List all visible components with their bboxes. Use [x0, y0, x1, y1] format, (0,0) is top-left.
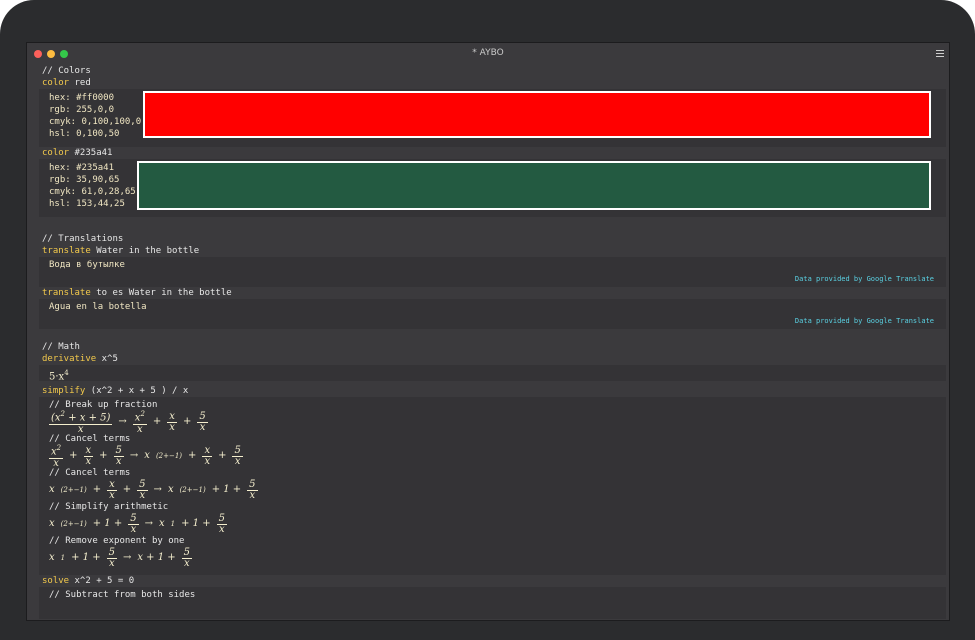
comment-translations: // Translations	[42, 234, 124, 244]
color-result-1: hex: #ff0000 rgb: 255,0,0 cmyk: 0,100,10…	[39, 89, 946, 147]
comment-math: // Math	[42, 342, 80, 352]
argument: x^5	[101, 354, 118, 364]
translation-text: Agua en la botella	[49, 302, 147, 312]
window-title: * AYBO	[472, 48, 504, 58]
color-command-1: color red	[42, 77, 949, 89]
color-swatch-green	[137, 161, 931, 210]
solve-command: solve x^2 + 5 = 0	[42, 575, 949, 587]
comment-colors: // Colors	[42, 66, 91, 76]
translate-credit[interactable]: Data provided by Google Translate	[794, 317, 934, 325]
hamburger-menu-icon[interactable]	[936, 50, 944, 57]
keyword: simplify	[42, 386, 86, 396]
keyword: color	[42, 148, 70, 158]
translate-credit[interactable]: Data provided by Google Translate	[794, 275, 934, 283]
argument: #235a41	[74, 148, 113, 158]
translate-command-2: translate to es Water in the bottle	[42, 287, 949, 299]
color-command-2: color #235a41	[42, 147, 949, 159]
translate-command-1: translate Water in the bottle	[42, 245, 949, 257]
keyword: derivative	[42, 354, 97, 364]
argument: (x^2 + x + 5 ) / x	[90, 386, 189, 396]
hsl-value: hsl: 0,100,50	[49, 129, 120, 139]
translate-result-2: Agua en la botella Data provided by Goog…	[39, 299, 946, 329]
close-button[interactable]	[34, 50, 42, 58]
rgb-value: rgb: 255,0,0	[49, 105, 115, 115]
keyword: solve	[42, 576, 70, 586]
keyword: color	[42, 78, 70, 88]
window-controls	[34, 50, 68, 58]
translate-result-1: Вода в бутылке Data provided by Google T…	[39, 257, 946, 287]
step-comment: // Cancel terms	[49, 434, 131, 444]
argument: red	[74, 78, 91, 88]
hsl-value: hsl: 153,44,25	[49, 199, 125, 209]
simplify-command: simplify (x^2 + x + 5 ) / x	[42, 385, 949, 397]
hex-value: hex: #235a41	[49, 163, 115, 173]
cmyk-value: cmyk: 61,0,28,65	[49, 187, 136, 197]
derivative-coefficient: 5·x	[49, 371, 65, 383]
argument: to es Water in the bottle	[96, 288, 232, 298]
minimize-button[interactable]	[47, 50, 55, 58]
step-comment: // Break up fraction	[49, 400, 158, 410]
color-result-2: hex: #235a41 rgb: 35,90,65 cmyk: 61,0,28…	[39, 159, 946, 217]
hex-value: hex: #ff0000	[49, 93, 115, 103]
editor-content[interactable]: // Colors color red hex: #ff0000 rgb: 25…	[27, 65, 949, 619]
argument: x^2 + 5 = 0	[74, 576, 135, 586]
solve-result: // Subtract from both sides	[39, 587, 946, 619]
argument: Water in the bottle	[96, 246, 200, 256]
title-bar: * AYBO	[27, 43, 949, 65]
rgb-value: rgb: 35,90,65	[49, 175, 120, 185]
step-comment: // Subtract from both sides	[49, 590, 196, 600]
derivative-command: derivative x^5	[42, 353, 949, 365]
app-window: * AYBO // Colors color red hex: #ff0000 …	[26, 42, 950, 621]
cmyk-value: cmyk: 0,100,100,0	[49, 117, 142, 127]
derivative-exponent: 4	[64, 369, 69, 377]
step-comment: // Cancel terms	[49, 468, 131, 478]
step-comment: // Remove exponent by one	[49, 536, 185, 546]
translation-text: Вода в бутылке	[49, 260, 125, 270]
color-swatch-red	[143, 91, 931, 138]
zoom-button[interactable]	[60, 50, 68, 58]
step-comment: // Simplify arithmetic	[49, 502, 169, 512]
simplify-result: // Break up fraction (x2 + x + 5) x → x2 x…	[39, 397, 946, 575]
keyword: translate	[42, 288, 91, 298]
derivative-result: 5·x4	[39, 365, 946, 383]
keyword: translate	[42, 246, 91, 256]
